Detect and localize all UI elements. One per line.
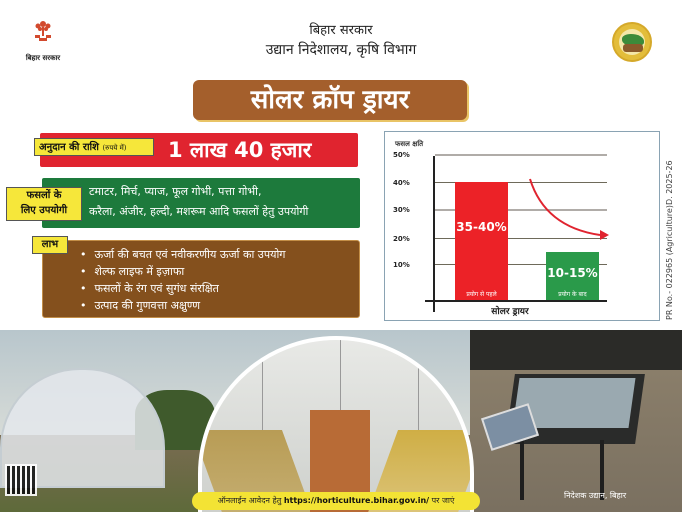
grid-line [435,264,607,265]
chart-y-label: फसल क्षति [395,140,424,148]
y-tick: 40% [393,179,410,187]
grid-line [435,182,607,183]
url-prefix: ऑनलाईन आवेदन हेतु [217,496,282,505]
credit-text: निदेशक उद्यान, बिहार [564,491,627,500]
crops-text-line1: टमाटर, मिर्च, प्याज, फूल गोभी, पत्ता गोभ… [89,185,262,198]
horticulture-seal-icon [612,22,652,62]
qr-code[interactable] [5,464,37,496]
chart-x-label: सोलर ड्रायर [491,307,529,317]
bar-before-label: प्रयोग से पहले [466,291,497,298]
bar-before: 35-40% प्रयोग से पहले [455,182,508,300]
benefit-item: उत्पाद की गुणवत्ता अक्षुण्ण [80,297,286,314]
crop-loss-chart: फसल क्षति 50% 40% 30% 20% 10% 35-40% प्र… [384,131,660,321]
crops-label-line2: लिए उपयोगी [20,205,68,216]
subsidy-label-text: अनुदान की राशि [39,142,99,153]
bar-after: 10-15% प्रयोग के बाद [546,252,599,300]
decrease-arrow-icon [529,178,609,240]
benefit-item: शेल्फ लाइफ में इज़ाफा [80,263,286,280]
department-name: उद्यान निदेशालय, कृषि विभाग [265,42,417,58]
photo-collage [0,330,682,512]
y-tick: 50% [393,151,410,159]
subsidy-label-unit: (रुपये में) [102,144,127,152]
crops-label: फसलों के लिए उपयोगी [6,187,82,221]
bar-before-value: 35-40% [456,220,507,234]
benefits-list: ऊर्जा की बचत एवं नवीकरणीय ऊर्जा का उपयोग… [80,246,286,314]
crops-label-line1: फसलों के [26,190,62,201]
y-axis [433,156,435,312]
pr-number: PR No.- 022965 (Agriculture)D. 2025-26 [665,160,674,320]
y-tick: 20% [393,235,410,243]
y-tick: 30% [393,206,410,214]
bodhi-tree-emblem-icon [30,18,56,44]
bar-after-label: प्रयोग के बाद [558,291,587,298]
crops-row [42,178,360,228]
apply-online-banner: ऑनलाईन आवेदन हेतु https://horticulture.b… [192,492,480,510]
grid-line [435,209,607,211]
subsidy-value: 1 लाख 40 हजार [168,138,312,162]
benefit-item: ऊर्जा की बचत एवं नवीकरणीय ऊर्जा का उपयोग [80,246,286,263]
bar-after-value: 10-15% [547,266,598,280]
crops-text-line2: करैला, अंजीर, हल्दी, मशरूम आदि फसलों हेत… [89,205,309,218]
crops-text: टमाटर, मिर्च, प्याज, फूल गोभी, पत्ता गोभ… [89,182,359,222]
grid-line [435,154,607,156]
url-suffix: पर जाएं [431,496,455,505]
govt-name: बिहार सरकार [309,23,373,38]
page-title: सोलर क्रॉप ड्रायर [193,80,467,120]
left-logo-caption: बिहार सरकार [25,54,61,62]
benefit-item: फसलों के रंग एवं सुगंध संरक्षित [80,280,286,297]
bihar-govt-logo: बिहार सरकार [18,18,68,63]
x-axis [425,300,607,302]
subsidy-label: अनुदान की राशि (रुपये में) [34,138,154,156]
website-link[interactable]: https://horticulture.bihar.gov.in/ [283,496,430,505]
benefits-label: लाभ [32,236,68,254]
y-tick: 10% [393,261,410,269]
grid-line [435,238,607,239]
